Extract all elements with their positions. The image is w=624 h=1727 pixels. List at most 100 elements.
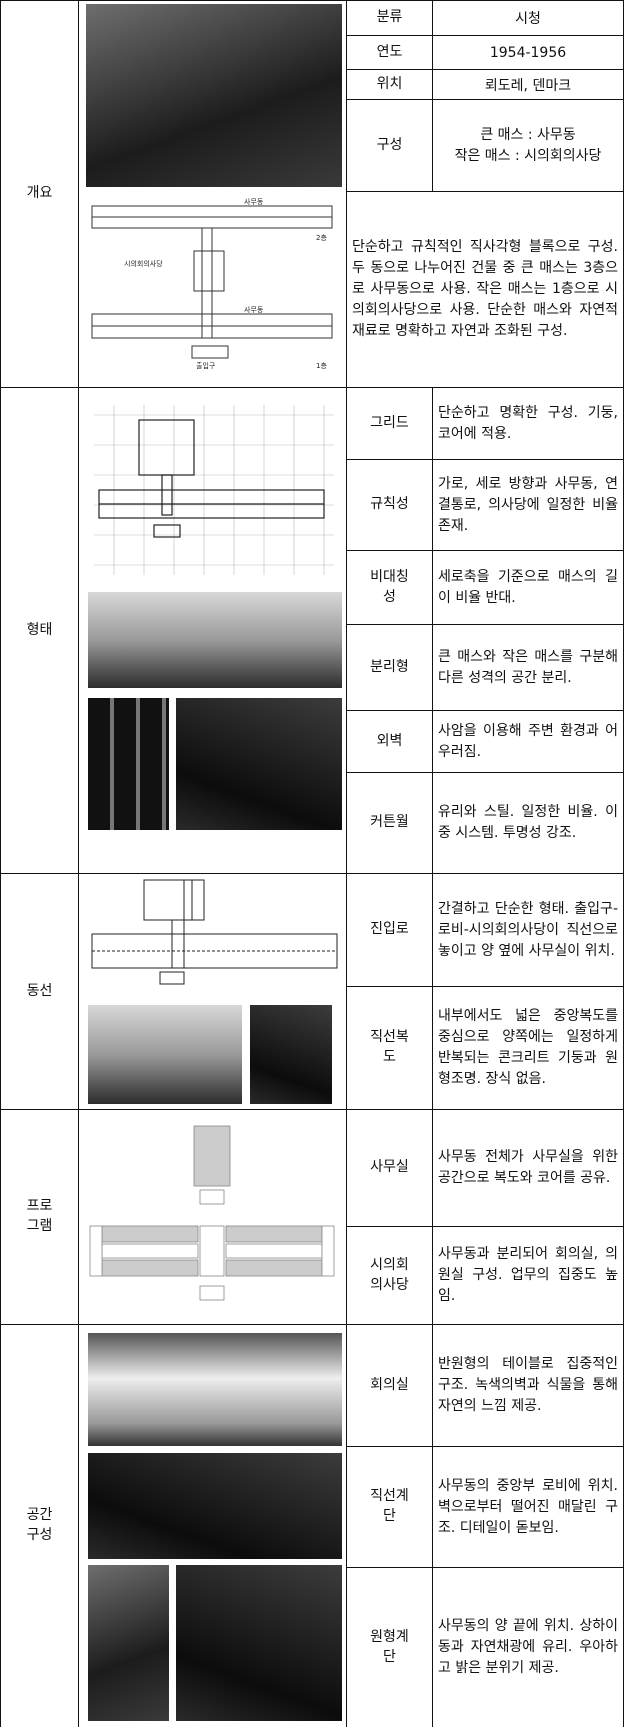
label-cell: 커튼월: [346, 772, 433, 874]
plan-label: 사무동: [244, 305, 264, 314]
plan-drawing: 사무동 시의회의사당 2층 사무동 출입구 1층: [91, 197, 333, 370]
plan-label: 출입구: [196, 361, 216, 370]
section-title: 동선: [26, 982, 53, 999]
plan-label: 1층: [316, 361, 327, 370]
row-label: 구성: [376, 136, 403, 153]
row-label: 분리형: [370, 658, 409, 675]
text-cell: 사무동과 분리되어 회의실, 의원실 구성. 업무의 집중도 높임.: [432, 1226, 624, 1325]
text-cell: 사무동의 중앙부 로비에 위치. 벽으로부터 떨어진 매달린 구조. 디테일이 …: [432, 1446, 624, 1568]
photo-facade: [176, 698, 342, 830]
row-text: 사무동의 중앙부 로비에 위치. 벽으로부터 떨어진 매달린 구조. 디테일이 …: [438, 1477, 618, 1536]
label-cell: 그리드: [346, 387, 433, 460]
row-text: 단순하고 명확한 구성. 기둥, 코어에 적용.: [438, 404, 618, 442]
photo-model: [86, 4, 342, 187]
section-cell: 프로그램: [0, 1109, 79, 1325]
row-label: 연도: [376, 43, 403, 60]
row-label: 직선계단: [370, 1488, 409, 1524]
row-label: 위치: [376, 75, 403, 92]
label-cell: 직선계단: [346, 1446, 433, 1568]
label-cell: 연도: [346, 35, 433, 70]
label-cell: 사무실: [346, 1109, 433, 1227]
section-cell: 개요: [0, 0, 79, 388]
section-title: 개요: [26, 185, 53, 202]
photo-corridor: [250, 1005, 332, 1104]
row-text: 간결하고 단순한 형태. 출입구-로비-시의회의사당이 직선으로 놓이고 양 옆…: [438, 900, 618, 959]
section-title: 공간구성: [26, 1507, 53, 1543]
row-text: 반원형의 테이블로 집중적인 구조. 녹색의벽과 식물을 통해 자연의 느낌 제…: [438, 1356, 618, 1414]
circulation-plan: [91, 879, 338, 985]
row-value: 시청: [515, 11, 541, 27]
text-cell: 반원형의 테이블로 집중적인 구조. 녹색의벽과 식물을 통해 자연의 느낌 제…: [432, 1324, 624, 1447]
row-label: 그리드: [370, 414, 409, 431]
row-text: 사암을 이용해 주변 환경과 어우러짐.: [438, 722, 618, 760]
plan-label: 2층: [316, 233, 327, 242]
row-value: 작은 매스 : 시의회의사당: [454, 147, 602, 164]
value-cell: 시청: [432, 0, 624, 36]
row-text: 사무동의 양 끝에 위치. 상하이동과 자연채광에 유리. 우아하고 밝은 분위…: [438, 1618, 618, 1676]
row-label: 진입로: [370, 921, 409, 938]
photo-entrance: [88, 1005, 242, 1104]
label-cell: 회의실: [346, 1324, 433, 1447]
section-cell: 공간구성: [0, 1324, 79, 1727]
row-label: 비대칭성: [370, 568, 409, 605]
text-cell: 사암을 이용해 주변 환경과 어우러짐.: [432, 710, 624, 773]
row-text: 사무동과 분리되어 회의실, 의원실 구성. 업무의 집중도 높임.: [438, 1246, 618, 1304]
photo-council-hall: [88, 1333, 342, 1446]
text-cell: 사무동 전체가 사무실을 위한 공간으로 복도와 코어를 공유.: [432, 1109, 624, 1227]
text-cell: 유리와 스틸. 일정한 비율. 이중 시스템. 투명성 강조.: [432, 772, 624, 874]
row-value: 큰 매스 : 사무동: [480, 126, 576, 143]
row-text: 유리와 스틸. 일정한 비율. 이중 시스템. 투명성 강조.: [438, 804, 618, 841]
photo-stair-detail: [88, 1565, 169, 1721]
row-text: 내부에서도 넓은 중앙복도를 중심으로 양쪽에는 일정하게 반복되는 콘크리트 …: [438, 1008, 618, 1087]
label-cell: 직선복도: [346, 986, 433, 1110]
description: 단순하고 규칙적인 직사각형 블록으로 구성. 두 동으로 나누어진 건물 중 …: [352, 239, 618, 339]
plan-label: 사무동: [244, 197, 264, 206]
photo-straight-stair: [88, 1453, 342, 1559]
row-label: 커튼월: [370, 814, 409, 831]
photo-exterior: [88, 592, 342, 688]
row-label: 분류: [376, 9, 403, 26]
row-label: 시의회의사당: [370, 1256, 409, 1293]
label-cell: 원형계단: [346, 1567, 433, 1727]
label-cell: 구성: [346, 99, 433, 192]
plan-label: 시의회의사당: [124, 259, 163, 268]
text-cell: 간결하고 단순한 형태. 출입구-로비-시의회의사당이 직선으로 놓이고 양 옆…: [432, 873, 624, 987]
row-label: 사무실: [370, 1159, 409, 1176]
text-cell: 큰 매스와 작은 매스를 구분해 다른 성격의 공간 분리.: [432, 624, 624, 711]
row-value: 뢰도레, 덴마크: [484, 77, 572, 94]
photo-spiral-stair: [176, 1565, 342, 1721]
row-label: 규칙성: [370, 496, 409, 513]
text-cell: 단순하고 명확한 구성. 기둥, 코어에 적용.: [432, 387, 624, 460]
text-cell: 세로축을 기준으로 매스의 길이 비율 반대.: [432, 550, 624, 625]
label-cell: 진입로: [346, 873, 433, 987]
value-cell: 뢰도레, 덴마크: [432, 69, 624, 100]
section-cell: 형태: [0, 387, 79, 874]
row-label: 외벽: [376, 732, 403, 749]
row-text: 큰 매스와 작은 매스를 구분해 다른 성격의 공간 분리.: [438, 648, 618, 686]
row-value: 1954-1956: [489, 44, 567, 61]
text-cell: 가로, 세로 방향과 사무동, 연결통로, 의사당에 일정한 비율존재.: [432, 459, 624, 551]
label-cell: 분리형: [346, 624, 433, 711]
grid-plan: [94, 405, 334, 575]
label-cell: 분류: [346, 0, 433, 36]
label-cell: 시의회의사당: [346, 1226, 433, 1325]
section-title: 형태: [26, 621, 53, 638]
text-cell: 내부에서도 넓은 중앙복도를 중심으로 양쪽에는 일정하게 반복되는 콘크리트 …: [432, 986, 624, 1110]
row-text: 사무동 전체가 사무실을 위한 공간으로 복도와 코어를 공유.: [438, 1149, 618, 1186]
section-title: 프로그램: [26, 1198, 53, 1234]
row-label: 원형계단: [370, 1628, 409, 1665]
photo-curtain-wall: [88, 698, 169, 830]
row-label: 직선복도: [370, 1029, 409, 1065]
text-cell: 사무동의 양 끝에 위치. 상하이동과 자연채광에 유리. 우아하고 밝은 분위…: [432, 1567, 624, 1727]
value-cell: 1954-1956: [432, 35, 624, 70]
description-cell: 단순하고 규칙적인 직사각형 블록으로 구성. 두 동으로 나누어진 건물 중 …: [346, 191, 624, 388]
program-diagram: [89, 1125, 335, 1301]
label-cell: 외벽: [346, 710, 433, 773]
row-text: 가로, 세로 방향과 사무동, 연결통로, 의사당에 일정한 비율존재.: [438, 475, 618, 534]
row-label: 회의실: [370, 1376, 409, 1393]
label-cell: 비대칭성: [346, 550, 433, 625]
label-cell: 위치: [346, 69, 433, 100]
row-text: 세로축을 기준으로 매스의 길이 비율 반대.: [438, 568, 618, 606]
